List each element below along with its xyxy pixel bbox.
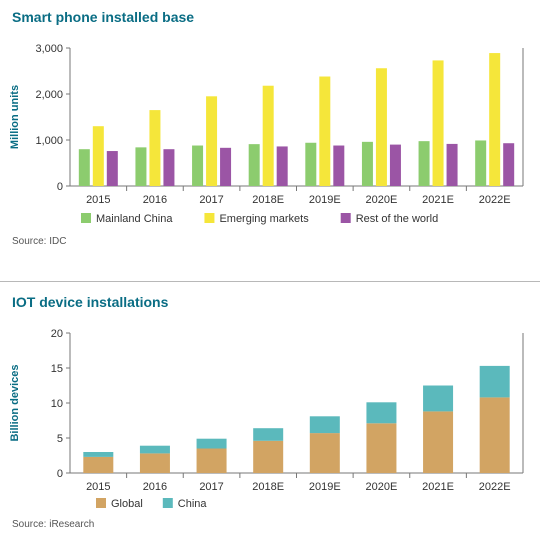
bar [503, 143, 515, 186]
bar [83, 456, 114, 473]
bar [423, 385, 454, 412]
bar [479, 365, 510, 398]
y-tick-label: 10 [51, 398, 63, 410]
bar [375, 68, 387, 186]
y-tick-label: 0 [57, 468, 63, 480]
bar [309, 416, 340, 434]
x-tick-label: 2021E [422, 194, 454, 206]
smartphone-chart: 0 1,000 2,000 3,000 Million units 2015 2016 201… [9, 43, 524, 225]
bar [163, 149, 175, 186]
bar [92, 126, 104, 186]
bar [446, 143, 458, 186]
y-tick-label: 20 [51, 328, 63, 340]
bar [475, 140, 487, 186]
bar [361, 141, 373, 186]
iot-chart: 0 5 10 15 20 Billion devices 2015 2016 2017 2018E… [9, 328, 524, 510]
bar [366, 423, 397, 473]
bar [78, 149, 90, 186]
bar [139, 445, 170, 454]
bar [276, 146, 288, 186]
y-axis-label: Million units [9, 85, 21, 149]
chart-source: Source: iResearch [12, 519, 95, 530]
x-tick-label: 2015 [86, 194, 110, 206]
y-tick-label: 2,000 [35, 89, 63, 101]
bar [83, 452, 114, 457]
bar [139, 453, 170, 473]
bar [248, 144, 260, 186]
legend-label: Emerging markets [219, 213, 309, 225]
panel-divider [0, 281, 540, 282]
bar [196, 448, 227, 473]
chart-source: Source: IDC [12, 236, 67, 247]
chart-title: IOT device installations [12, 294, 169, 310]
legend-swatch [204, 213, 215, 223]
x-tick-label: 2016 [143, 194, 167, 206]
legend-label: Rest of the world [356, 213, 439, 225]
bar [220, 147, 232, 186]
bar [305, 142, 317, 186]
bar [366, 402, 397, 424]
bar [192, 145, 204, 186]
x-tick-label: 2019E [309, 481, 341, 493]
bar [106, 151, 118, 186]
bar [333, 145, 345, 186]
bar [149, 110, 161, 186]
x-tick-label: 2017 [199, 481, 223, 493]
y-tick-label: 15 [51, 363, 63, 375]
y-tick-label: 3,000 [35, 43, 63, 55]
bar [196, 438, 227, 449]
legend-label: Mainland China [96, 213, 173, 225]
y-tick-label: 5 [57, 433, 63, 445]
legend-swatch [81, 213, 91, 223]
y-axis-label: Billion devices [9, 364, 21, 441]
bar [262, 85, 274, 186]
x-tick-label: 2020E [366, 481, 398, 493]
iot-panel: IOT device installations 0 5 10 15 20 Billion… [0, 282, 540, 540]
legend-swatch [340, 213, 351, 223]
x-tick-label: 2019E [309, 194, 341, 206]
bar [389, 144, 401, 186]
bar [418, 141, 430, 186]
smartphone-panel: Smart phone installed base 0 1,000 2,000 3,… [0, 0, 540, 260]
bar [432, 60, 444, 186]
legend-label: China [178, 498, 208, 510]
x-tick-label: 2015 [86, 481, 110, 493]
y-tick-label: 0 [57, 181, 63, 193]
x-tick-label: 2016 [143, 481, 167, 493]
legend-swatch [96, 498, 106, 508]
x-tick-label: 2022E [479, 481, 511, 493]
x-tick-label: 2017 [199, 194, 223, 206]
bar [135, 147, 147, 186]
x-tick-label: 2018E [252, 194, 284, 206]
bar [309, 433, 340, 473]
x-tick-label: 2020E [366, 194, 398, 206]
bar [206, 96, 218, 186]
legend-swatch [162, 498, 173, 508]
legend-label: Global [111, 498, 143, 510]
bar [423, 411, 454, 473]
bar [319, 76, 331, 186]
y-tick-label: 1,000 [35, 135, 63, 147]
bar [253, 428, 284, 441]
x-tick-label: 2021E [422, 481, 454, 493]
bar [489, 53, 501, 186]
bar [253, 440, 284, 473]
chart-title: Smart phone installed base [12, 9, 195, 25]
bar [479, 397, 510, 473]
x-tick-label: 2018E [252, 481, 284, 493]
x-tick-label: 2022E [479, 194, 511, 206]
